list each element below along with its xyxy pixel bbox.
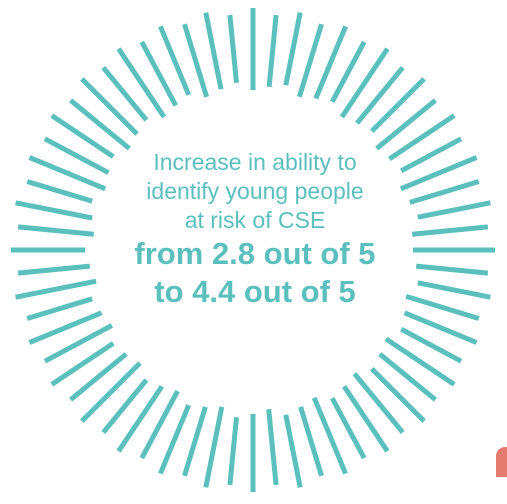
burst-ray bbox=[352, 372, 405, 434]
burst-ray bbox=[50, 341, 115, 387]
burst-ray bbox=[342, 385, 390, 453]
burst-ray bbox=[28, 155, 107, 192]
decorative-edge-shape bbox=[496, 447, 507, 477]
burst-ray bbox=[26, 296, 93, 321]
burst-ray bbox=[69, 98, 131, 151]
burst-ray bbox=[339, 47, 390, 119]
burst-ray bbox=[80, 361, 142, 423]
burst-ray bbox=[370, 77, 426, 133]
burst-ray bbox=[26, 179, 93, 204]
burst-ray bbox=[415, 263, 489, 276]
burst-ray bbox=[403, 310, 478, 345]
stat-label-line-1: Increase in ability to bbox=[153, 149, 357, 175]
burst-ray bbox=[388, 113, 456, 161]
burst-ray bbox=[227, 416, 239, 486]
burst-ray bbox=[329, 397, 367, 460]
burst-ray bbox=[203, 12, 224, 90]
burst-ray bbox=[158, 25, 192, 96]
burst-ray bbox=[101, 66, 149, 122]
burst-ray bbox=[417, 280, 491, 300]
burst-ray bbox=[116, 47, 167, 119]
burst-ray bbox=[43, 136, 110, 175]
burst-ray bbox=[28, 310, 103, 345]
stat-label-line-2: identify young people bbox=[146, 178, 364, 204]
burst-ray bbox=[405, 294, 480, 321]
stat-text: Increase in ability to identify young pe… bbox=[103, 148, 407, 311]
burst-ray bbox=[50, 113, 115, 159]
burst-ray bbox=[384, 336, 456, 387]
burst-ray bbox=[298, 406, 324, 477]
burst-ray bbox=[329, 40, 367, 103]
stat-label-line-3: at risk of CSE bbox=[184, 207, 326, 233]
stat-value-from: from 2.8 out of 5 bbox=[134, 236, 376, 271]
burst-ray bbox=[227, 14, 239, 84]
burst-ray bbox=[43, 323, 114, 364]
burst-ray bbox=[17, 263, 91, 276]
burst-ray bbox=[297, 23, 324, 98]
burst-ray bbox=[69, 352, 128, 402]
burst-ray bbox=[266, 14, 279, 88]
burst-ray bbox=[378, 352, 437, 402]
burst-ray bbox=[203, 406, 225, 488]
burst-ray bbox=[400, 326, 463, 364]
burst-ray bbox=[158, 404, 192, 475]
burst-ray bbox=[355, 66, 405, 125]
burst-ray bbox=[116, 385, 164, 453]
stat-value-to: to 4.4 out of 5 bbox=[154, 274, 356, 309]
burst-ray bbox=[411, 224, 489, 237]
burst-ray bbox=[283, 12, 303, 86]
burst-ray bbox=[399, 155, 478, 192]
burst-ray bbox=[139, 389, 180, 460]
burst-ray bbox=[417, 200, 491, 220]
burst-ray bbox=[182, 23, 209, 98]
burst-ray bbox=[313, 25, 348, 100]
burst-ray bbox=[375, 98, 437, 151]
burst-ray bbox=[15, 200, 93, 221]
burst-ray bbox=[139, 40, 178, 107]
burst-ray bbox=[15, 278, 97, 300]
burst-ray bbox=[101, 378, 149, 434]
burst-ray bbox=[370, 367, 426, 423]
burst-ray bbox=[311, 396, 348, 475]
burst-ray bbox=[283, 414, 303, 488]
burst-ray bbox=[80, 77, 139, 136]
burst-ray bbox=[409, 179, 480, 205]
burst-ray bbox=[266, 408, 279, 486]
burst-ray bbox=[17, 224, 95, 237]
burst-ray bbox=[400, 136, 463, 174]
burst-ray bbox=[182, 406, 208, 477]
